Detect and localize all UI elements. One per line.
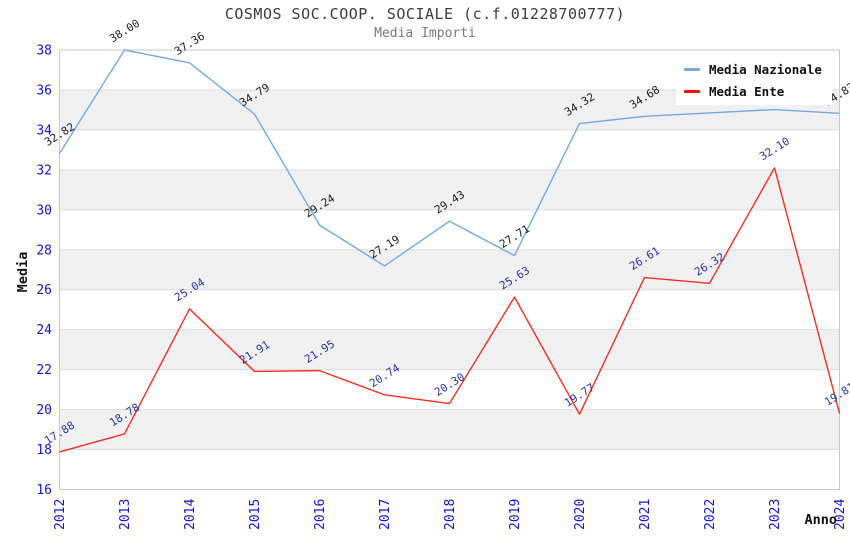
point-label: 27.71 — [497, 222, 532, 251]
y-tick-label: 34 — [36, 123, 52, 138]
x-axis-tick-labels: 2012 2013 2014 2015 2016 2017 2018 2019 2020 2021… — [53, 499, 848, 530]
gridlines — [59, 89, 840, 451]
plot-border — [59, 49, 840, 490]
plot-bands — [59, 89, 840, 450]
y-tick-label: 26 — [36, 283, 52, 298]
y-tick-label: 24 — [36, 323, 52, 338]
legend-label: Media Nazionale — [709, 62, 822, 77]
point-label: 19.77 — [562, 381, 597, 410]
x-tick-label: 2013 — [118, 499, 133, 530]
nazionale-line-swatch-icon — [684, 68, 700, 71]
y-tick-label: 30 — [36, 203, 52, 218]
ente-line-swatch-icon — [684, 90, 700, 93]
y-tick-label: 36 — [36, 83, 52, 98]
series-line-media-ente — [59, 167, 841, 453]
y-tick-label: 28 — [36, 243, 52, 258]
series-line-media-nazionale — [58, 49, 840, 267]
x-tick-label: 2014 — [183, 499, 198, 530]
point-label: 20.30 — [432, 370, 467, 399]
y-tick-label: 16 — [36, 483, 52, 498]
y-axis-title: Media — [15, 252, 31, 293]
legend: Media Nazionale Media Ente — [676, 56, 832, 105]
chart-subtitle: Media Importi — [374, 26, 476, 41]
x-tick-label: 2019 — [508, 499, 523, 530]
y-tick-label: 20 — [36, 403, 52, 418]
x-tick-label: 2020 — [573, 499, 588, 530]
y-tick-label: 38 — [36, 44, 52, 59]
point-label: 19.81 — [822, 380, 850, 409]
y-tick-label: 32 — [36, 163, 52, 178]
x-tick-label: 2018 — [443, 499, 458, 530]
y-tick-label: 18 — [36, 443, 52, 458]
x-tick-label: 2021 — [638, 499, 653, 530]
legend-item-media-nazionale: Media Nazionale — [684, 62, 822, 77]
y-tick-label: 22 — [36, 363, 52, 378]
point-label: 32.10 — [757, 135, 792, 164]
y-axis-tick-labels: 16 18 20 22 24 26 28 30 32 34 36 38 — [36, 44, 52, 499]
legend-label: Media Ente — [709, 84, 785, 99]
x-tick-label: 2022 — [703, 499, 718, 530]
x-tick-label: 2023 — [768, 499, 783, 530]
x-tick-label: 2015 — [248, 499, 263, 530]
x-axis-title: Anno — [804, 512, 837, 528]
x-tick-label: 2017 — [378, 499, 393, 530]
chart-title: COSMOS SOC.COOP. SOCIALE (c.f.0122870077… — [224, 5, 626, 23]
x-tick-label: 2012 — [53, 499, 68, 530]
x-tick-label: 2016 — [313, 499, 328, 530]
legend-item-media-ente: Media Ente — [684, 84, 822, 99]
x-tick-label: 2024 — [833, 499, 848, 530]
